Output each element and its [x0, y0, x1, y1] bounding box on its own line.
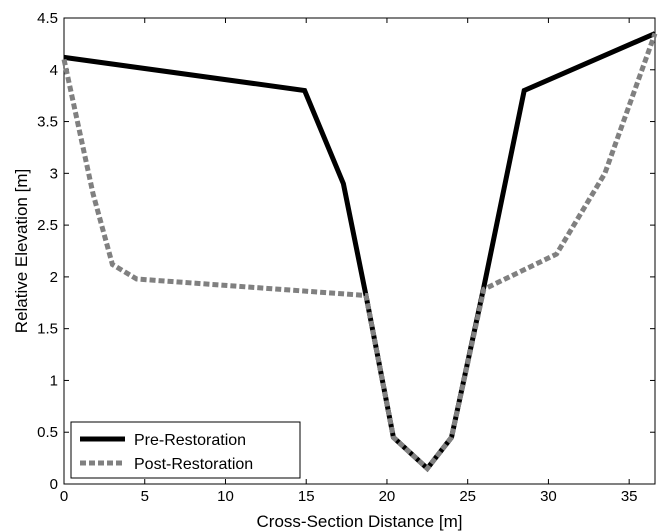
- x-tick-label: 5: [141, 488, 149, 505]
- y-tick-label: 2.5: [37, 217, 58, 234]
- y-tick-label: 4.5: [37, 10, 58, 27]
- x-tick-label: 10: [217, 488, 234, 505]
- y-tick-label: 1: [50, 372, 58, 389]
- y-tick-label: 1.5: [37, 321, 58, 338]
- series-layer: [61, 31, 658, 473]
- y-tick-label: 0: [50, 476, 58, 493]
- series-line-post-restoration: [61, 32, 658, 473]
- y-tick-label: 3: [50, 165, 58, 182]
- x-tick-label: 20: [379, 488, 396, 505]
- legend-box: [70, 421, 301, 479]
- y-tick-label: 0.5: [37, 424, 58, 441]
- y-axis-ticks: 0 0.5 1 1.5 2 2.5 3 3.5 4 4.5: [37, 10, 655, 493]
- legend: Pre-Restoration Post-Restoration: [70, 421, 301, 479]
- x-tick-label: 15: [298, 488, 315, 505]
- x-tick-label: 0: [60, 488, 68, 505]
- x-tick-label: 30: [540, 488, 557, 505]
- y-axis-label: Relative Elevation [m]: [12, 169, 31, 333]
- legend-label-pre-restoration: Pre-Restoration: [134, 432, 246, 449]
- y-tick-label: 3.5: [37, 114, 58, 131]
- x-tick-label: 25: [459, 488, 476, 505]
- x-axis-ticks: 0 5 10 15 20 25 30 35: [60, 18, 638, 505]
- legend-label-post-restoration: Post-Restoration: [134, 456, 253, 473]
- x-axis-label: Cross-Section Distance [m]: [257, 512, 463, 531]
- y-tick-label: 4: [50, 62, 58, 79]
- y-tick-label: 2: [50, 269, 58, 286]
- x-tick-label: 35: [621, 488, 638, 505]
- series-line-pre-restoration: [63, 31, 656, 473]
